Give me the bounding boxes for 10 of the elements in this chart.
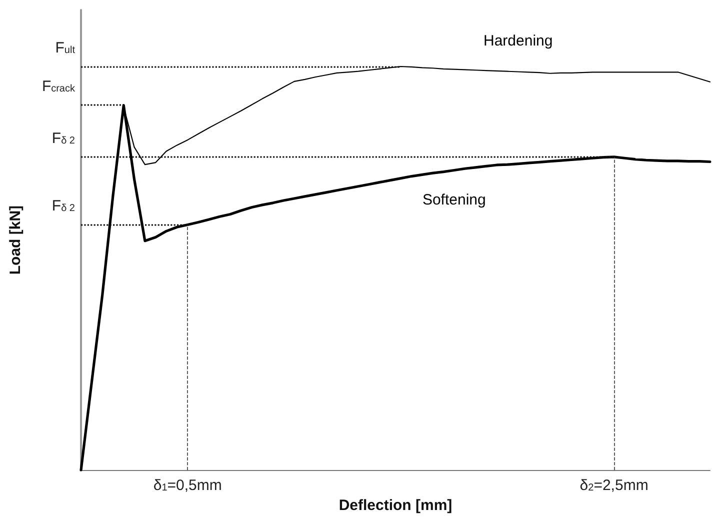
y-axis-title: Load [kN] xyxy=(7,205,24,275)
x-tick-label: δ1=0,5mm xyxy=(153,477,222,494)
series-label: Hardening xyxy=(483,32,553,50)
x-axis-title: Deflection [mm] xyxy=(338,497,452,514)
ref-line-label: Fδ 2 xyxy=(52,198,76,215)
ref-line-label: Fult xyxy=(55,40,76,57)
series-label: Softening xyxy=(422,192,486,209)
ref-line-label: Fδ 2 xyxy=(52,130,76,147)
x-tick-label: δ2=2,5mm xyxy=(580,477,648,494)
ref-line-label: Fcrack xyxy=(42,78,76,96)
